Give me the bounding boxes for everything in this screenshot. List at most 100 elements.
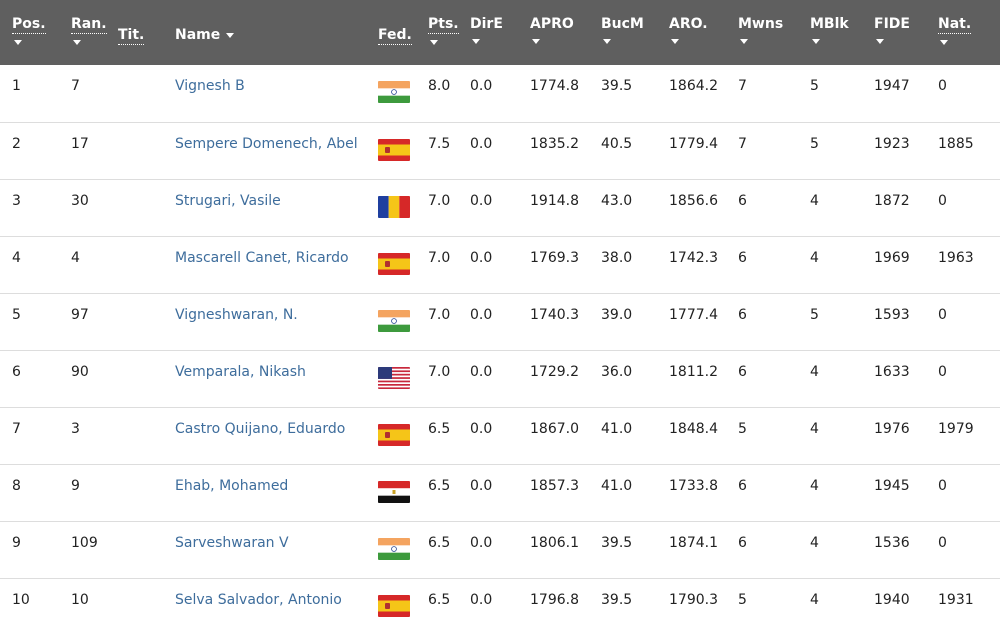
cell-mwns: 5 (738, 591, 747, 608)
cell-bucm: 36.0 (601, 363, 633, 380)
cell-fide: 1593 (874, 306, 910, 323)
flag-rou-icon (378, 195, 410, 218)
col-header-pts[interactable]: Pts. (414, 0, 470, 65)
col-header-fide[interactable]: FIDE (874, 0, 938, 65)
player-link[interactable]: Strugari, Vasile (175, 192, 281, 209)
col-header-name[interactable]: Name (161, 0, 364, 65)
cell-mblk: 4 (810, 249, 819, 266)
cell-dire: 0.0 (470, 78, 493, 94)
cell-aro: 1742.3 (669, 249, 718, 266)
flag-ind-icon (378, 309, 410, 332)
cell-tit (118, 65, 161, 122)
cell-aro: 1864.2 (669, 78, 718, 94)
player-link[interactable]: Ehab, Mohamed (175, 477, 289, 494)
player-link[interactable]: Sempere Domenech, Abel (175, 135, 358, 152)
cell-mblk: 4 (810, 591, 819, 608)
cell-pts: 7.5 (428, 135, 451, 152)
player-link[interactable]: Sarveshwaran V (175, 534, 289, 551)
cell-nat: 0 (938, 363, 947, 380)
cell-tit (118, 521, 161, 578)
flag-esp-icon (378, 138, 410, 161)
player-link[interactable]: Vemparala, Nikash (175, 363, 306, 380)
cell-ran: 10 (71, 591, 89, 608)
cell-pts: 6.5 (428, 534, 451, 551)
cell-dire: 0.0 (470, 591, 493, 608)
cell-bucm: 43.0 (601, 192, 633, 209)
sort-caret-icon (532, 39, 540, 44)
col-header-pos[interactable]: Pos. (0, 0, 59, 65)
sort-caret-icon (14, 40, 22, 45)
player-link[interactable]: Selva Salvador, Antonio (175, 591, 342, 608)
cell-aro: 1874.1 (669, 534, 718, 551)
col-header-aro[interactable]: ARO. (669, 0, 738, 65)
cell-ran: 9 (71, 477, 80, 494)
cell-mwns: 6 (738, 534, 747, 551)
cell-pts: 7.0 (428, 363, 451, 380)
cell-name: Castro Quijano, Eduardo (161, 407, 364, 464)
cell-aro: 1777.4 (669, 306, 718, 323)
player-link[interactable]: Castro Quijano, Eduardo (175, 420, 346, 437)
cell-name: Vigneshwaran, N. (161, 293, 364, 350)
cell-pts: 6.5 (428, 420, 451, 437)
sort-caret-icon (740, 39, 748, 44)
col-header-ran[interactable]: Ran. (59, 0, 118, 65)
cell-pts: 6.5 (428, 591, 451, 608)
col-header-mblk[interactable]: MBlk (810, 0, 874, 65)
cell-aro: 1790.3 (669, 591, 718, 608)
cell-ran: 7 (71, 78, 80, 94)
cell-name: Ehab, Mohamed (161, 464, 364, 521)
cell-mblk: 4 (810, 477, 819, 494)
cell-tit (118, 578, 161, 629)
cell-dire: 0.0 (470, 477, 493, 494)
cell-mwns: 6 (738, 192, 747, 209)
cell-apro: 1835.2 (530, 135, 579, 152)
cell-apro: 1740.3 (530, 306, 579, 323)
cell-fed (364, 293, 414, 350)
cell-pts: 6.5 (428, 477, 451, 494)
cell-aro: 1811.2 (669, 363, 718, 380)
cell-mblk: 4 (810, 420, 819, 437)
col-header-tit[interactable]: Tit. (118, 27, 145, 45)
cell-pts: 7.0 (428, 306, 451, 323)
cell-apro: 1857.3 (530, 477, 579, 494)
col-header-dire[interactable]: DirE (470, 0, 529, 65)
cell-pos: 2 (12, 135, 21, 152)
col-header-nat[interactable]: Nat. (938, 0, 1000, 65)
cell-apro: 1729.2 (530, 363, 579, 380)
player-link[interactable]: Vigneshwaran, N. (175, 306, 298, 323)
cell-fed (364, 236, 414, 293)
cell-tit (118, 179, 161, 236)
cell-bucm: 40.5 (601, 135, 633, 152)
cell-aro: 1733.8 (669, 477, 718, 494)
cell-mblk: 5 (810, 306, 819, 323)
cell-nat: 0 (938, 534, 947, 551)
cell-ran: 90 (71, 363, 89, 380)
cell-fide: 1976 (874, 420, 910, 437)
cell-fed (364, 578, 414, 629)
sort-caret-icon (472, 39, 480, 44)
flag-ind-icon (378, 81, 410, 103)
cell-bucm: 41.0 (601, 477, 633, 494)
cell-mblk: 4 (810, 192, 819, 209)
col-header-bucm[interactable]: BucM (601, 0, 669, 65)
cell-dire: 0.0 (470, 249, 493, 266)
cell-fed (364, 407, 414, 464)
col-header-fed[interactable]: Fed. (378, 27, 412, 45)
player-link[interactable]: Vignesh B (175, 78, 245, 94)
cell-aro: 1848.4 (669, 420, 718, 437)
col-header-mwns[interactable]: Mwns (738, 0, 810, 65)
cell-bucm: 39.5 (601, 591, 633, 608)
cell-tit (118, 293, 161, 350)
cell-name: Mascarell Canet, Ricardo (161, 236, 364, 293)
cell-tit (118, 407, 161, 464)
cell-fide: 1945 (874, 477, 910, 494)
cell-nat: 1963 (938, 249, 974, 266)
col-header-apro[interactable]: APRO (529, 0, 601, 65)
player-link[interactable]: Mascarell Canet, Ricardo (175, 249, 349, 266)
cell-ran: 17 (71, 135, 89, 152)
cell-name: Vignesh B (161, 65, 364, 122)
cell-dire: 0.0 (470, 192, 493, 209)
cell-ran: 97 (71, 306, 89, 323)
cell-fed (364, 521, 414, 578)
